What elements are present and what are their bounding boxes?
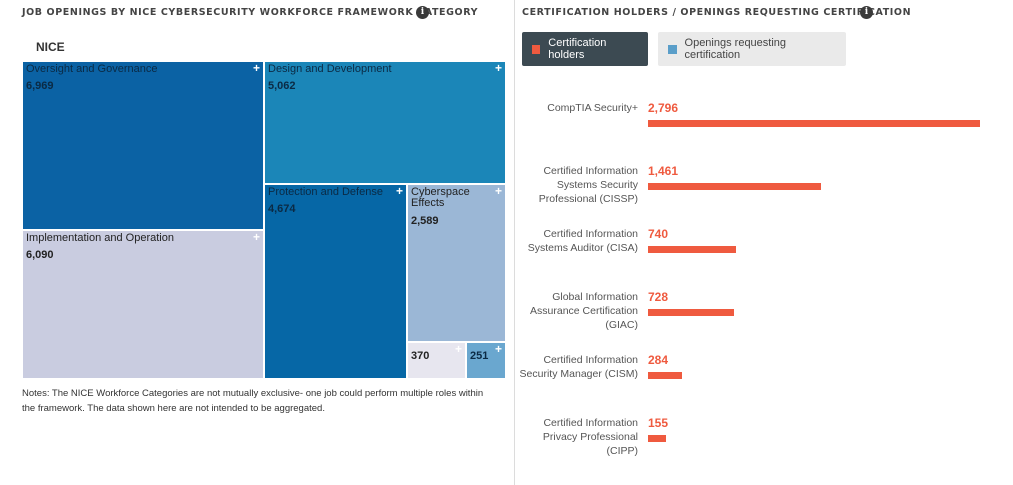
certification-bar[interactable] xyxy=(648,372,682,379)
legend-swatch-blue xyxy=(668,44,677,54)
treemap-cell[interactable]: Oversight and Governance 6,969 + xyxy=(22,61,264,230)
certification-value: 155 xyxy=(648,416,669,430)
treemap-cell-name: Implementation and Operation xyxy=(26,232,174,244)
expand-plus-icon[interactable]: + xyxy=(395,184,403,198)
expand-plus-icon[interactable]: + xyxy=(494,61,502,75)
info-icon[interactable]: i xyxy=(416,6,429,19)
certification-label: Global Information Assurance Certificatio… xyxy=(530,291,638,331)
certification-label: Certified Information Systems Auditor (CI… xyxy=(527,228,638,254)
treemap-cell-value: 370 xyxy=(411,350,430,362)
certification-bar[interactable] xyxy=(648,183,821,190)
treemap-cell-value: 6,969 xyxy=(26,80,54,92)
legend-label: Openings requesting certification xyxy=(684,37,787,61)
legend-openings-button[interactable]: Openings requesting certification xyxy=(658,32,846,66)
panel-divider xyxy=(514,0,515,485)
expand-plus-icon[interactable]: + xyxy=(252,230,260,244)
treemap-cell[interactable]: Cyberspace Effects 2,589 + xyxy=(407,184,506,342)
certification-bar[interactable] xyxy=(648,120,980,127)
certification-label: Certified Information Systems Security Pro… xyxy=(538,165,638,205)
certification-value: 740 xyxy=(648,227,669,241)
certification-value: 284 xyxy=(648,353,669,367)
certification-value: 2,796 xyxy=(648,101,679,115)
treemap-cell[interactable]: Implementation and Operation 6,090 + xyxy=(22,230,264,379)
expand-plus-icon[interactable]: + xyxy=(454,342,462,356)
bar-panel-title: CERTIFICATION HOLDERS / OPENINGS REQUEST… xyxy=(522,7,912,18)
treemap-cell-value: 5,062 xyxy=(268,80,296,92)
treemap-panel-title: JOB OPENINGS BY NICE CYBERSECURITY WORKF… xyxy=(22,7,479,18)
treemap-cell[interactable]: Design and Development 5,062 + xyxy=(264,61,506,184)
treemap-cell-value: 6,090 xyxy=(26,249,54,261)
treemap-root-label[interactable]: NICE xyxy=(36,40,65,54)
treemap-cell[interactable]: 251 + xyxy=(466,342,506,379)
certification-value: 1,461 xyxy=(648,164,679,178)
notes-text: Notes: The NICE Workforce Categories are… xyxy=(22,388,484,414)
certification-label: Certified Information Privacy Professiona… xyxy=(542,417,638,457)
certification-label: Certified Information Security Manager (C… xyxy=(519,354,638,380)
treemap-cell[interactable]: Protection and Defense 4,674 + xyxy=(264,184,407,379)
info-icon[interactable]: i xyxy=(860,6,873,19)
treemap-cell-value: 2,589 xyxy=(411,215,439,227)
certification-bar[interactable] xyxy=(648,309,734,316)
legend-certification-holders-button[interactable]: Certification holders xyxy=(522,32,648,66)
certification-value: 728 xyxy=(648,290,669,304)
legend-label: Certification holders xyxy=(548,37,607,61)
treemap-cell-value: 4,674 xyxy=(268,203,296,215)
treemap-cell-name: Cyberspace Effects xyxy=(411,186,470,209)
treemap-cell-value: 251 xyxy=(470,350,489,362)
legend-swatch-orange xyxy=(532,44,541,54)
treemap-cell[interactable]: 370 + xyxy=(407,342,466,379)
expand-plus-icon[interactable]: + xyxy=(252,61,260,75)
treemap-cell-name: Protection and Defense xyxy=(268,186,383,198)
certification-bar[interactable] xyxy=(648,246,736,253)
treemap-cell-name: Oversight and Governance xyxy=(26,63,158,75)
treemap-cell-name: Design and Development xyxy=(268,63,392,75)
expand-plus-icon[interactable]: + xyxy=(494,184,502,198)
certification-label: CompTIA Security+ xyxy=(547,102,638,114)
certification-bar[interactable] xyxy=(648,435,666,442)
expand-plus-icon[interactable]: + xyxy=(494,342,502,356)
